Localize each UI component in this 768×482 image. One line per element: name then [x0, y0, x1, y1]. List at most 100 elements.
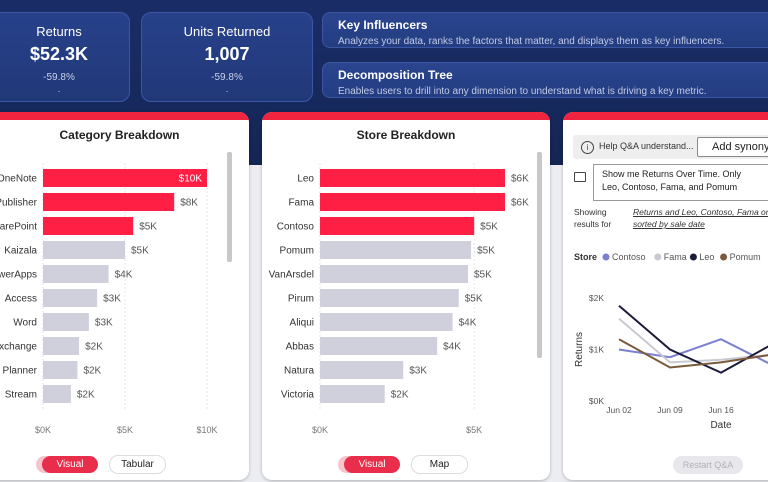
bar [43, 217, 134, 235]
qa-query-line2: Leo, Contoso, Fama, and Pomum [602, 182, 738, 192]
bar [43, 265, 109, 283]
visual-toggle-button[interactable]: Visual [344, 456, 400, 473]
feature-title: Decomposition Tree [338, 68, 453, 82]
value-label: $2K [391, 390, 409, 401]
feature-description: Enables users to drill into any dimensio… [338, 86, 707, 97]
kpi-delta: -59.8% [43, 72, 75, 83]
value-label: $10K [179, 174, 203, 185]
results-for-label: results for [574, 219, 612, 229]
feature-key-influencers[interactable]: Key Influencers Analyzes your data, rank… [322, 12, 768, 48]
x-tick-label: Jun 02 [606, 405, 632, 415]
bar [320, 241, 472, 259]
x-tick-label: $5K [117, 425, 133, 435]
y-tick-label: $2K [589, 293, 604, 303]
chat-icon [574, 172, 586, 182]
value-label: $5K [480, 222, 498, 233]
category-breakdown-panel: Category Breakdown $0K $5K $10K OneNote $10K… [0, 112, 249, 480]
result-line2[interactable]: sorted by sale date [633, 219, 705, 229]
qa-query-line1: Show me Returns Over Time. Only [602, 169, 742, 179]
qa-panel: i Help Q&A understand... Add synonym Sho… [563, 112, 768, 480]
value-label: $2K [77, 390, 95, 401]
kpi-marker: . [225, 84, 229, 94]
category-label: Aliqui [290, 318, 314, 329]
info-icon: i [581, 141, 594, 154]
legend-marker [654, 253, 662, 261]
kpi-title: Units Returned [183, 24, 271, 39]
showing-label: Showing [574, 207, 607, 217]
add-synonyms-button[interactable]: Add synonym [697, 137, 768, 157]
legend-marker [602, 253, 610, 261]
value-label: $5K [465, 294, 483, 305]
category-label: Leo [297, 174, 314, 185]
value-label: $2K [85, 342, 103, 353]
bar [43, 361, 78, 379]
series-line [618, 304, 768, 374]
x-tick-label: $10K [196, 425, 217, 435]
feature-description: Analyzes your data, ranks the factors th… [338, 36, 725, 47]
category-label: Natura [284, 366, 314, 377]
qa-query-input[interactable]: Show me Returns Over Time. Only Leo, Con… [593, 164, 768, 201]
category-label: Word [13, 318, 37, 329]
legend-label: Pomum [730, 252, 761, 262]
category-label: Kaizala [4, 246, 37, 257]
x-axis-label: Date [710, 420, 732, 431]
category-label: Victoria [281, 390, 315, 401]
bar [43, 313, 89, 331]
value-label: $3K [409, 366, 427, 377]
bar [43, 193, 175, 211]
restart-qa-button[interactable]: Restart Q&A [673, 456, 743, 474]
value-label: $8K [180, 198, 198, 209]
qa-help-text[interactable]: Help Q&A understand... [599, 141, 694, 151]
returns-line-chart: Store Contoso Fama Leo Pomum $0K $1K $2K Jun 02 J… [574, 252, 768, 431]
x-tick-label: $0K [35, 425, 51, 435]
visual-toggle-button[interactable]: Visual [42, 456, 98, 473]
y-tick-label: $0K [589, 396, 604, 406]
panel-accent-bar [563, 112, 768, 120]
panel-accent-bar [262, 112, 550, 120]
category-label: Publisher [0, 198, 38, 209]
feature-decomposition-tree[interactable]: Decomposition Tree Enables users to dril… [322, 62, 768, 98]
legend-label: Leo [699, 252, 714, 262]
value-label: $4K [115, 270, 133, 281]
kpi-card-returns[interactable]: Returns $52.3K -59.8% . [0, 12, 130, 102]
legend-title: Store [574, 252, 597, 262]
category-label: Pomum [280, 246, 314, 257]
category-label: Abbas [286, 342, 314, 353]
bar [43, 241, 125, 259]
bar [43, 289, 98, 307]
value-label: $3K [103, 294, 121, 305]
bar [320, 169, 505, 187]
category-label: Fama [288, 198, 314, 209]
kpi-delta: -59.8% [211, 72, 243, 83]
map-toggle-button[interactable]: Map [411, 455, 468, 474]
value-label: $6K [511, 174, 529, 185]
chart-scrollbar[interactable] [227, 152, 232, 262]
value-label: $6K [511, 198, 529, 209]
kpi-value: 1,007 [204, 44, 250, 64]
store-bar-chart: $0K $5K Leo $6K Fama $6K Contoso $5K Pomum $5K Van… [269, 163, 529, 435]
value-label: $5K [474, 270, 492, 281]
category-label: Access [5, 294, 37, 305]
feature-title: Key Influencers [338, 18, 428, 32]
value-label: $2K [83, 366, 101, 377]
value-label: $5K [477, 246, 495, 257]
tabular-toggle-button[interactable]: Tabular [109, 455, 166, 474]
series-line [618, 338, 768, 369]
panel-title: Store Breakdown [356, 128, 456, 142]
panel-title: Category Breakdown [59, 128, 180, 142]
category-label: harePoint [0, 222, 37, 233]
value-label: $5K [131, 246, 149, 257]
qa-help-bar: i Help Q&A understand... Add synonym [573, 135, 768, 159]
bar [320, 289, 459, 307]
chart-scrollbar[interactable] [537, 152, 542, 358]
kpi-card-units-returned[interactable]: Units Returned 1,007 -59.8% . [141, 12, 313, 102]
category-label: Stream [5, 390, 37, 401]
y-axis-label: Returns [574, 332, 585, 367]
category-label: Contoso [277, 222, 315, 233]
category-label: OneNote [0, 174, 37, 185]
x-tick-label: $0K [312, 425, 328, 435]
category-label: owerApps [0, 270, 37, 281]
bar [320, 193, 505, 211]
kpi-marker: . [57, 84, 61, 94]
result-line1[interactable]: Returns and Leo, Contoso, Fama or P [633, 207, 768, 217]
